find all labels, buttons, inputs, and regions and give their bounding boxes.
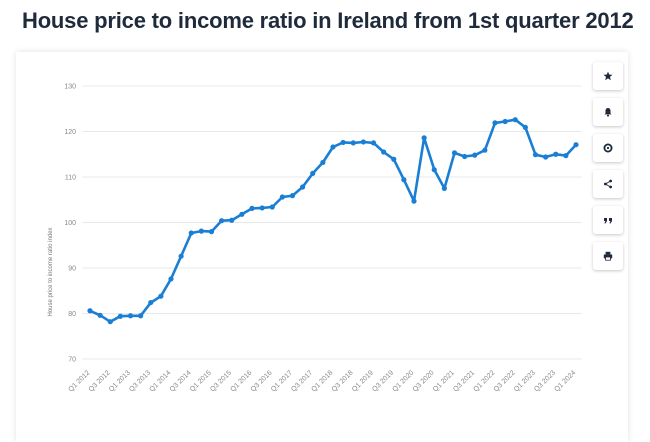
data-point[interactable] <box>289 193 296 199</box>
data-point[interactable] <box>563 153 569 159</box>
y-tick-label: 120 <box>64 129 76 136</box>
data-point[interactable] <box>239 211 245 217</box>
gridlines <box>82 85 582 360</box>
y-tick-labels: 70 80 90 100 110 120 130 <box>64 84 76 364</box>
data-point[interactable] <box>441 185 447 191</box>
data-point[interactable] <box>229 217 235 223</box>
data-point[interactable] <box>168 276 174 282</box>
data-points <box>87 117 579 325</box>
data-point[interactable] <box>421 135 427 141</box>
data-point[interactable] <box>320 159 326 166</box>
data-point[interactable] <box>492 120 498 126</box>
data-point[interactable] <box>573 142 579 148</box>
data-point[interactable] <box>543 154 549 160</box>
data-point[interactable] <box>350 140 356 146</box>
data-point[interactable] <box>198 228 204 234</box>
data-point[interactable] <box>208 229 215 235</box>
data-point[interactable] <box>553 151 559 157</box>
bell-icon <box>604 108 612 117</box>
line-chart: 70 80 90 100 110 120 130 House price to income… <box>48 84 582 393</box>
data-point[interactable] <box>107 319 113 325</box>
data-point[interactable] <box>370 140 377 146</box>
star-icon <box>603 71 613 81</box>
data-point[interactable] <box>279 194 285 200</box>
data-point[interactable] <box>117 313 123 319</box>
share-icon <box>604 179 612 189</box>
data-point[interactable] <box>259 205 265 211</box>
y-tick-label: 130 <box>64 84 76 91</box>
data-point[interactable] <box>482 147 488 153</box>
data-point[interactable] <box>188 230 194 236</box>
data-point[interactable] <box>269 204 275 210</box>
favorite-button[interactable] <box>593 62 623 90</box>
data-point[interactable] <box>219 218 225 224</box>
data-point[interactable] <box>522 124 528 131</box>
data-point[interactable] <box>512 117 518 123</box>
data-point[interactable] <box>249 205 255 211</box>
share-button[interactable] <box>593 170 623 198</box>
settings-button[interactable] <box>593 134 623 162</box>
cite-button[interactable] <box>593 206 623 234</box>
data-point[interactable] <box>381 149 387 155</box>
data-point[interactable] <box>360 139 366 145</box>
data-point[interactable] <box>411 198 417 204</box>
data-point[interactable] <box>502 118 508 125</box>
data-point[interactable] <box>87 308 93 314</box>
print-icon <box>603 251 613 261</box>
data-point[interactable] <box>462 153 468 160</box>
chart-card: 70 80 90 100 110 120 130 House price to income… <box>16 52 628 442</box>
data-point[interactable] <box>391 156 397 162</box>
data-point[interactable] <box>97 312 103 318</box>
data-point[interactable] <box>300 184 306 190</box>
print-button[interactable] <box>593 242 623 270</box>
y-tick-label: 90 <box>68 266 76 273</box>
data-point[interactable] <box>451 150 458 156</box>
data-point[interactable] <box>178 253 184 259</box>
y-axis-title: House price to income ratio index <box>48 227 54 316</box>
data-point[interactable] <box>472 152 478 158</box>
data-point[interactable] <box>401 177 407 183</box>
data-point[interactable] <box>148 299 154 306</box>
data-point[interactable] <box>138 313 144 319</box>
y-tick-label: 100 <box>64 220 76 227</box>
data-point[interactable] <box>310 170 316 176</box>
data-point[interactable] <box>330 144 336 150</box>
data-point[interactable] <box>158 293 164 299</box>
y-tick-label: 70 <box>68 357 76 364</box>
data-point[interactable] <box>340 139 346 146</box>
series-line <box>88 118 578 323</box>
y-tick-label: 110 <box>65 175 76 182</box>
page-title: House price to income ratio in Ireland f… <box>22 8 634 33</box>
data-point[interactable] <box>127 313 134 319</box>
gear-icon <box>603 143 613 153</box>
notification-button[interactable] <box>593 98 623 126</box>
y-tick-label: 80 <box>68 311 76 318</box>
quote-icon <box>604 218 612 224</box>
data-point[interactable] <box>532 152 539 158</box>
data-point[interactable] <box>431 167 437 173</box>
x-tick-label: Q1 2024 <box>553 369 577 393</box>
